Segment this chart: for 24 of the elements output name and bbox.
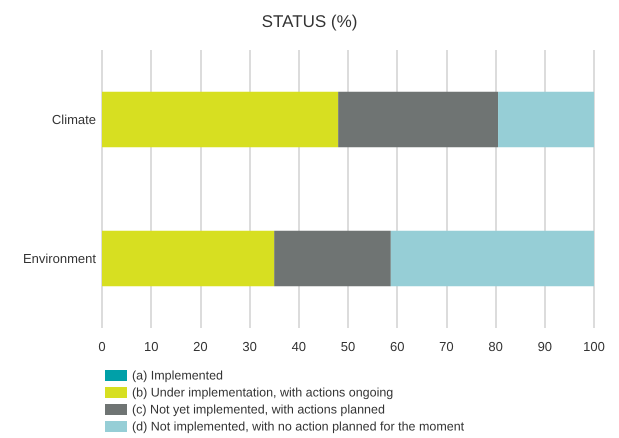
bar	[390, 230, 594, 286]
x-tick-label: 50	[340, 339, 356, 354]
x-tick-label: 20	[193, 339, 208, 354]
x-tick-label: 10	[144, 339, 158, 354]
legend-label: (c) Not yet implemented, with actions planned	[132, 402, 385, 416]
x-tick-label: 80	[488, 339, 503, 354]
x-tick-label: 30	[242, 339, 257, 354]
x-tick-label: 70	[439, 339, 454, 354]
legend-label: (d) Not implemented, with no action planned for the moment	[132, 420, 465, 434]
x-tick-label: 90	[538, 339, 552, 354]
x-tick-label: 100	[583, 339, 605, 354]
y-tick-label: Environment	[23, 251, 96, 266]
bar	[102, 92, 338, 148]
x-tick-label: 60	[390, 339, 404, 354]
y-tick-label: Climate	[52, 112, 96, 127]
bar	[102, 230, 274, 286]
bar	[274, 230, 391, 286]
bar	[498, 92, 594, 148]
legend-label: (a) Implemented	[132, 368, 224, 382]
chart-title: STATUS (%)	[262, 12, 358, 31]
x-tick-label: 0	[98, 339, 106, 354]
legend-label: (b) Under implementation, with actions ongoing	[132, 386, 394, 400]
x-tick-label: 40	[292, 339, 306, 354]
bar	[338, 92, 498, 148]
